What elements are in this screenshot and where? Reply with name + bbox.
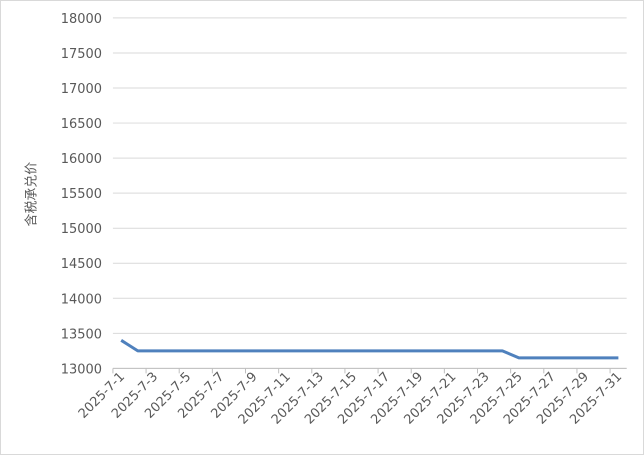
y-tick-label: 13000: [61, 362, 102, 377]
y-tick-label: 14000: [61, 292, 102, 307]
y-tick-label: 13500: [61, 327, 102, 342]
gridlines: [112, 17, 627, 369]
y-tick-label: 14500: [61, 257, 102, 272]
y-axis-label: 含税承兑价: [23, 162, 39, 227]
x-axis: 2025-7-12025-7-32025-7-52025-7-72025-7-9…: [76, 367, 627, 428]
y-axis-ticks: 13000 13500 14000 14500 15000 15500 16000 16500…: [61, 12, 102, 377]
y-tick-label: 15000: [61, 222, 102, 237]
y-tick-label: 18000: [61, 12, 102, 27]
y-tick-label: 16500: [61, 117, 102, 132]
y-tick-label: 17500: [61, 47, 102, 62]
series-line: [120, 339, 619, 360]
y-tick-label: 16000: [61, 152, 102, 167]
y-tick-label: 17000: [61, 82, 102, 97]
y-tick-label: 15500: [61, 187, 102, 202]
